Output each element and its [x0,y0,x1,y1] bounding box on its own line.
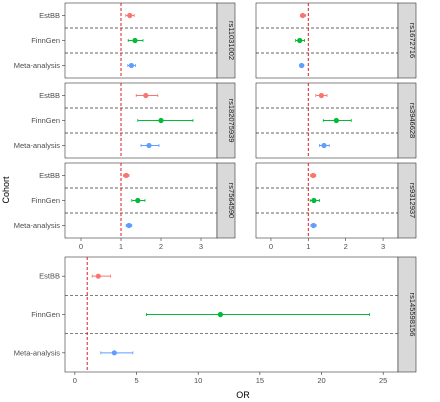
facet-strip-label: rs9312937 [408,183,417,218]
facet-strip-label: rs7564590 [227,183,236,218]
y-tick-label: EstBB [39,272,60,281]
y-tick-label: FinnGen [31,196,60,205]
x-tick-label: 0 [73,376,77,385]
point-finngen [333,117,339,124]
facet-strip [216,2,236,79]
x-tick-label: 2 [344,242,348,251]
x-axis-title: OR [236,390,250,400]
panels-layer: rs11031002 EstBB FinnGen Meta-analysis rs167… [14,2,417,385]
point-meta-analysis [321,142,327,149]
x-tick-label: 10 [194,376,202,385]
point-meta-analysis [298,62,305,69]
point-estbb [143,92,149,99]
x-tick-label: 3 [199,242,203,251]
y-axis-title: Cohort [1,176,11,204]
point-estbb [127,12,133,19]
facet-strip [216,162,236,239]
point-estbb [300,12,306,19]
point-estbb [318,92,324,99]
panel-rs3946628: rs3946628 [255,82,417,159]
facet-strip-label: rs145598156 [408,293,417,337]
point-finngen [135,197,141,204]
point-meta-analysis [146,142,152,149]
point-finngen [132,37,138,44]
x-tick-label: 3 [381,242,385,251]
panel-rs7564590: rs7564590 EstBB FinnGen Meta-analysis 0 1 2 3 [14,162,236,251]
panel-rs182075939: rs182075939 EstBB FinnGen Meta-analysis [14,82,236,159]
y-tick-label: Meta-analysis [14,61,61,70]
y-tick-label: FinnGen [31,310,60,319]
facet-strip-label: rs3946628 [408,103,417,138]
y-tick-label: FinnGen [31,36,60,45]
facet-strip-label: rs11031002 [227,21,236,60]
y-tick-label: Meta-analysis [14,348,61,357]
y-tick-label: FinnGen [31,116,60,125]
y-tick-label: Meta-analysis [14,221,61,230]
x-tick-label: 0 [79,242,83,251]
x-tick-label: 15 [256,376,264,385]
facet-strip-label: rs1672716 [408,23,417,58]
point-finngen [158,117,164,124]
x-tick-label: 1 [306,242,310,251]
facet-strip [397,2,417,79]
facet-strip [397,82,417,159]
panel-rs11031002: rs11031002 EstBB FinnGen Meta-analysis [14,2,236,79]
point-estbb [123,172,129,179]
point-estbb [310,172,316,179]
facet-strip-label: rs182075939 [227,99,236,143]
x-tick-label: 25 [379,376,387,385]
facet-strip [397,256,417,373]
point-finngen [217,311,223,318]
x-tick-label: 0 [269,242,273,251]
x-tick-label: 5 [134,376,138,385]
y-tick-label: Meta-analysis [14,141,61,150]
x-tick-label: 2 [159,242,163,251]
y-tick-label: EstBB [39,91,60,100]
point-meta-analysis [310,222,317,229]
y-tick-label: EstBB [39,171,60,180]
point-meta-analysis [126,222,132,229]
y-tick-label: EstBB [39,11,60,20]
x-tick-label: 1 [119,242,123,251]
point-finngen [297,37,303,44]
facet-strip [397,162,417,239]
point-estbb [95,273,101,279]
point-meta-analysis [128,62,134,69]
x-tick-label: 20 [317,376,325,385]
facet-strip [216,82,236,159]
panel-rs145598156: rs145598156 EstBB FinnGen Meta-analysis 0 5 10… [14,256,417,385]
point-meta-analysis [111,350,117,356]
point-finngen [311,197,317,204]
panel-frame [255,162,399,239]
panel-frame [255,2,399,79]
panel-rs9312937: rs9312937 0 1 2 3 [255,162,417,251]
panel-rs1672716: rs1672716 [255,2,417,79]
